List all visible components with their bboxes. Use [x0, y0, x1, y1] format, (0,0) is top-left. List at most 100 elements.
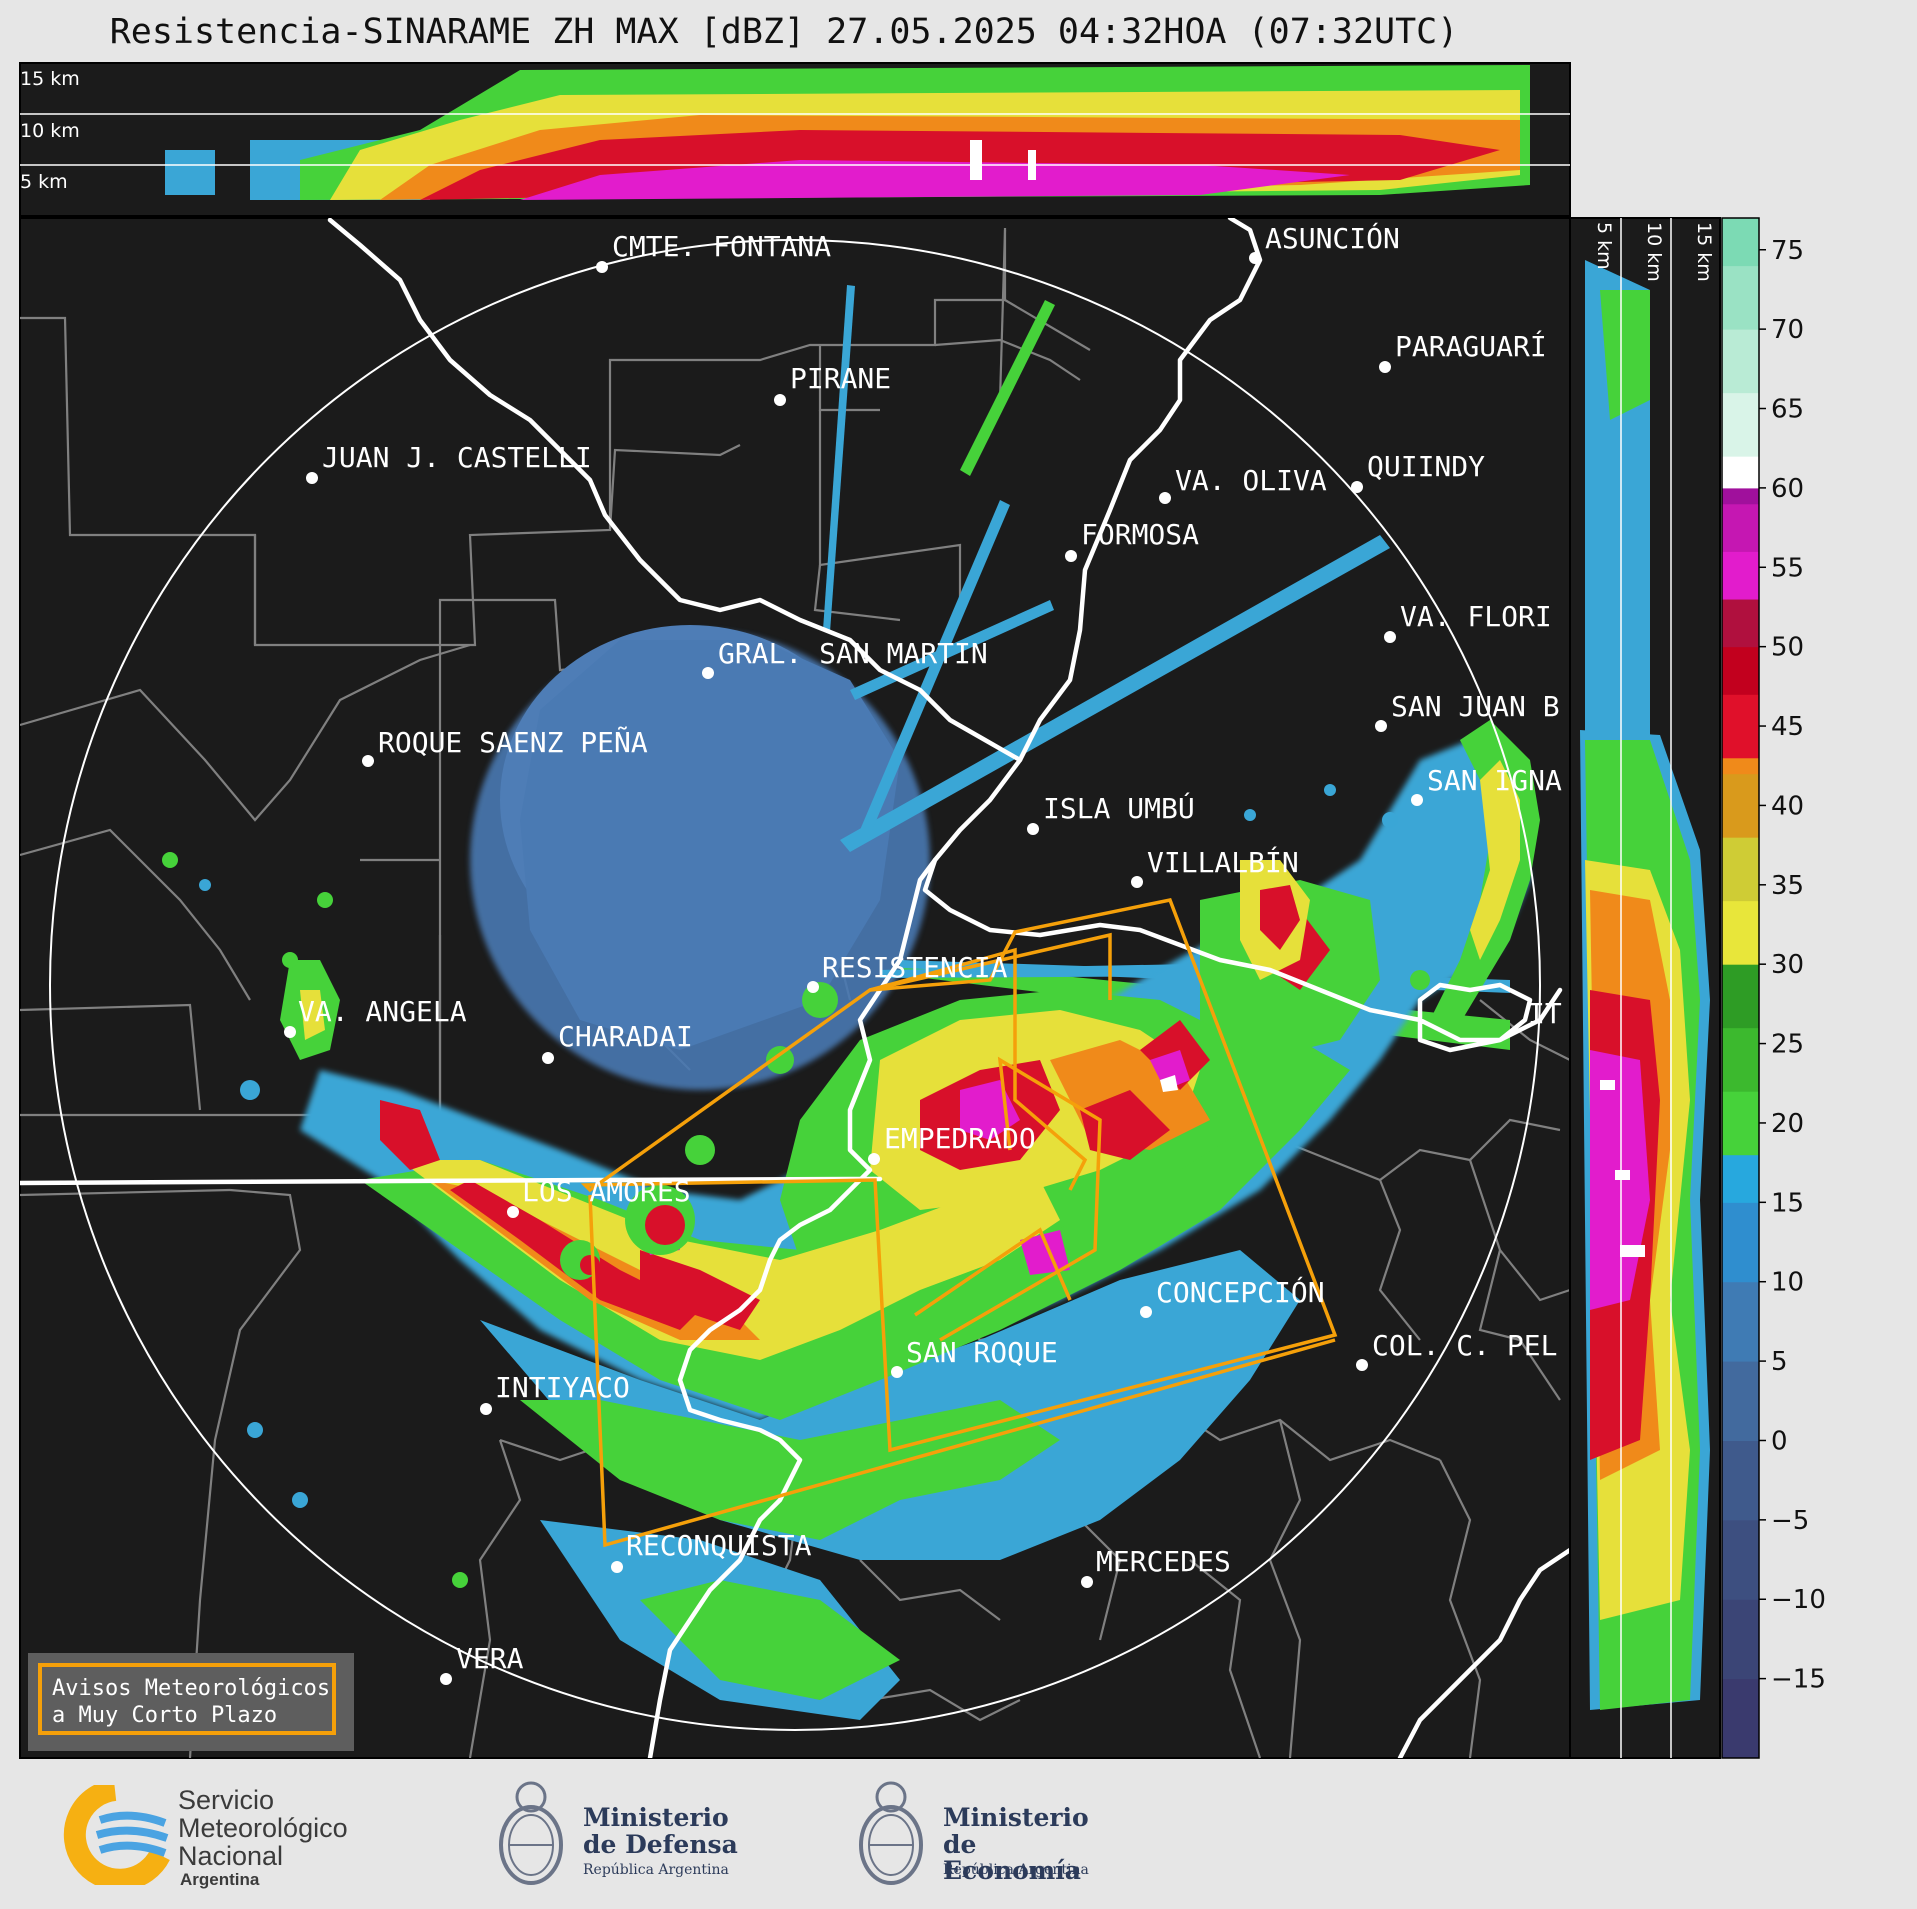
colorbar-segment [1722, 837, 1759, 902]
city-mercedes: MERCEDES [1081, 1545, 1231, 1588]
colorbar-tick-label: −10 [1771, 1585, 1826, 1615]
top-height-label-10: 10 km [20, 120, 80, 142]
colorbar-segment [1722, 392, 1759, 457]
colorbar-tick-label: 75 [1771, 236, 1804, 266]
colorbar-tick-label: −5 [1771, 1506, 1809, 1536]
colorbar-segment [1722, 964, 1759, 1029]
city-gral-san-martin: GRAL. SAN MARTIN [702, 637, 988, 679]
city-label: CMTE. FONTANA [612, 230, 831, 263]
city-label: SAN ROQUE [906, 1336, 1058, 1369]
colorbar-segment [1722, 1678, 1759, 1759]
colorbar-segment [1722, 773, 1759, 838]
warning-legend-frame: Avisos Meteorológicos a Muy Corto Plazo [38, 1663, 336, 1735]
defensa-text-2: de Defensa [583, 1830, 738, 1859]
city-san-juan-b: SAN JUAN B [1375, 690, 1560, 732]
side-height-label-10: 10 km [1643, 222, 1665, 282]
city-label: CONCEPCIÓN [1156, 1275, 1325, 1309]
city-label: ISLA UMBÚ [1043, 791, 1195, 825]
colorbar-tick-label: 0 [1771, 1426, 1788, 1456]
smn-emblem-icon [63, 1785, 170, 1885]
colorbar-segment [1722, 599, 1759, 648]
city-asuncion: ASUNCIÓN [1249, 221, 1400, 264]
colorbar-tick-label: 50 [1771, 633, 1804, 663]
warning-legend: Avisos Meteorológicos a Muy Corto Plazo [28, 1653, 354, 1751]
colorbar-tick-label: 65 [1771, 395, 1804, 425]
top-height-label-15: 15 km [20, 68, 80, 90]
side-height-label-15: 15 km [1693, 222, 1715, 282]
city-label: PIRANE [790, 362, 891, 395]
colorbar-segment [1722, 503, 1759, 552]
colorbar-segment [1722, 456, 1759, 489]
side-height-panel: 5 km 10 km 15 km [1569, 217, 1721, 1759]
colorbar-tick-label: 25 [1771, 1030, 1804, 1060]
colorbar-tick-label: 40 [1771, 791, 1804, 821]
city-label: ASUNCIÓN [1265, 221, 1400, 255]
economia-text-3: República Argentina [943, 1862, 1089, 1878]
colorbar-segment [1722, 1202, 1759, 1283]
colorbar-segment [1722, 1154, 1759, 1203]
colorbar-segment [1722, 1599, 1759, 1680]
city-label: SAN JUAN B [1391, 690, 1560, 723]
city-label: JUAN J. CASTELLI [322, 441, 592, 474]
smn-text-2: Meteorológico [178, 1813, 348, 1843]
city-resistencia: RESISTENCIA [807, 951, 1008, 993]
top-height-label-5: 5 km [20, 171, 68, 193]
colorbar-tick-label: 60 [1771, 474, 1804, 504]
colorbar-segment [1722, 757, 1759, 775]
city-label: SAN IGNA [1427, 764, 1562, 797]
warning-legend-line1: Avisos Meteorológicos [52, 1676, 331, 1701]
city-label: VA. OLIVA [1175, 464, 1327, 497]
colorbar-tick-label: 30 [1771, 950, 1804, 980]
city-col-c-pel: COL. C. PEL [1356, 1329, 1557, 1371]
colorbar-segment [1722, 900, 1759, 965]
colorbar-segment [1722, 646, 1759, 695]
city-va-angela: VA. ANGELA [284, 995, 467, 1038]
city-pirane: PIRANE [774, 362, 891, 406]
colorbar-tick-label: 20 [1771, 1109, 1804, 1139]
city-label: IT [1528, 997, 1562, 1030]
city-label: INTIYACO [495, 1371, 630, 1404]
colorbar-segment [1722, 1440, 1759, 1521]
smn-text-1: Servicio [178, 1785, 275, 1815]
colorbar-tick-label: −15 [1771, 1665, 1826, 1695]
smn-text-3: Nacional [178, 1841, 284, 1871]
colorbar-tick-label: 10 [1771, 1268, 1804, 1298]
city-va-oliva: VA. OLIVA [1159, 464, 1327, 504]
economia-logo: Ministerio de Economía República Argenti… [855, 1775, 1115, 1895]
city-label: VERA [456, 1642, 524, 1675]
city-juan-j-castelli: JUAN J. CASTELLI [306, 441, 592, 484]
city-reconquista: RECONQUISTA [611, 1529, 812, 1573]
city-label: VA. ANGELA [298, 995, 467, 1028]
rivers-and-borders [20, 218, 1570, 1758]
city-label: GRAL. SAN MARTIN [718, 637, 988, 670]
top-panel-echoes [165, 65, 1530, 200]
city-label: PARAGUARÍ [1395, 329, 1547, 363]
colorbar-segment [1722, 218, 1759, 267]
city-label: EMPEDRADO [884, 1122, 1036, 1155]
side-height-label-5: 5 km [1593, 222, 1615, 270]
city-label: CHARADAI [558, 1020, 693, 1053]
city-vera: VERA [440, 1642, 524, 1685]
city-label: VILLALBÍN [1147, 845, 1299, 879]
colorbar-tick-label: 35 [1771, 871, 1804, 901]
city-it: IT [1528, 997, 1562, 1030]
city-quiindy: QUIINDY [1351, 450, 1485, 493]
colorbar-tick-label: 5 [1771, 1347, 1788, 1377]
colorbar-segment [1722, 1027, 1759, 1092]
colorbar-segment [1722, 1361, 1759, 1441]
colorbar-tick-label: 45 [1771, 712, 1804, 742]
defensa-text-1: Ministerio [583, 1803, 729, 1832]
economia-text-1: Ministerio [943, 1803, 1089, 1832]
city-isla-umbu: ISLA UMBÚ [1027, 791, 1195, 835]
city-labels: CMTE. FONTANA ASUNCIÓN PARAGUARÍ PIRANE … [284, 221, 1562, 1685]
colorbar-segment [1722, 694, 1759, 759]
colorbar-segment [1722, 487, 1759, 505]
city-label: COL. C. PEL [1372, 1329, 1557, 1362]
range-ring [49, 239, 1541, 1731]
city-label: RECONQUISTA [626, 1529, 812, 1562]
defensa-text-3: República Argentina [583, 1862, 729, 1878]
city-intiyaco: INTIYACO [480, 1371, 630, 1415]
colorbar-segment [1722, 329, 1759, 394]
colorbar-frame [1721, 217, 1760, 1759]
